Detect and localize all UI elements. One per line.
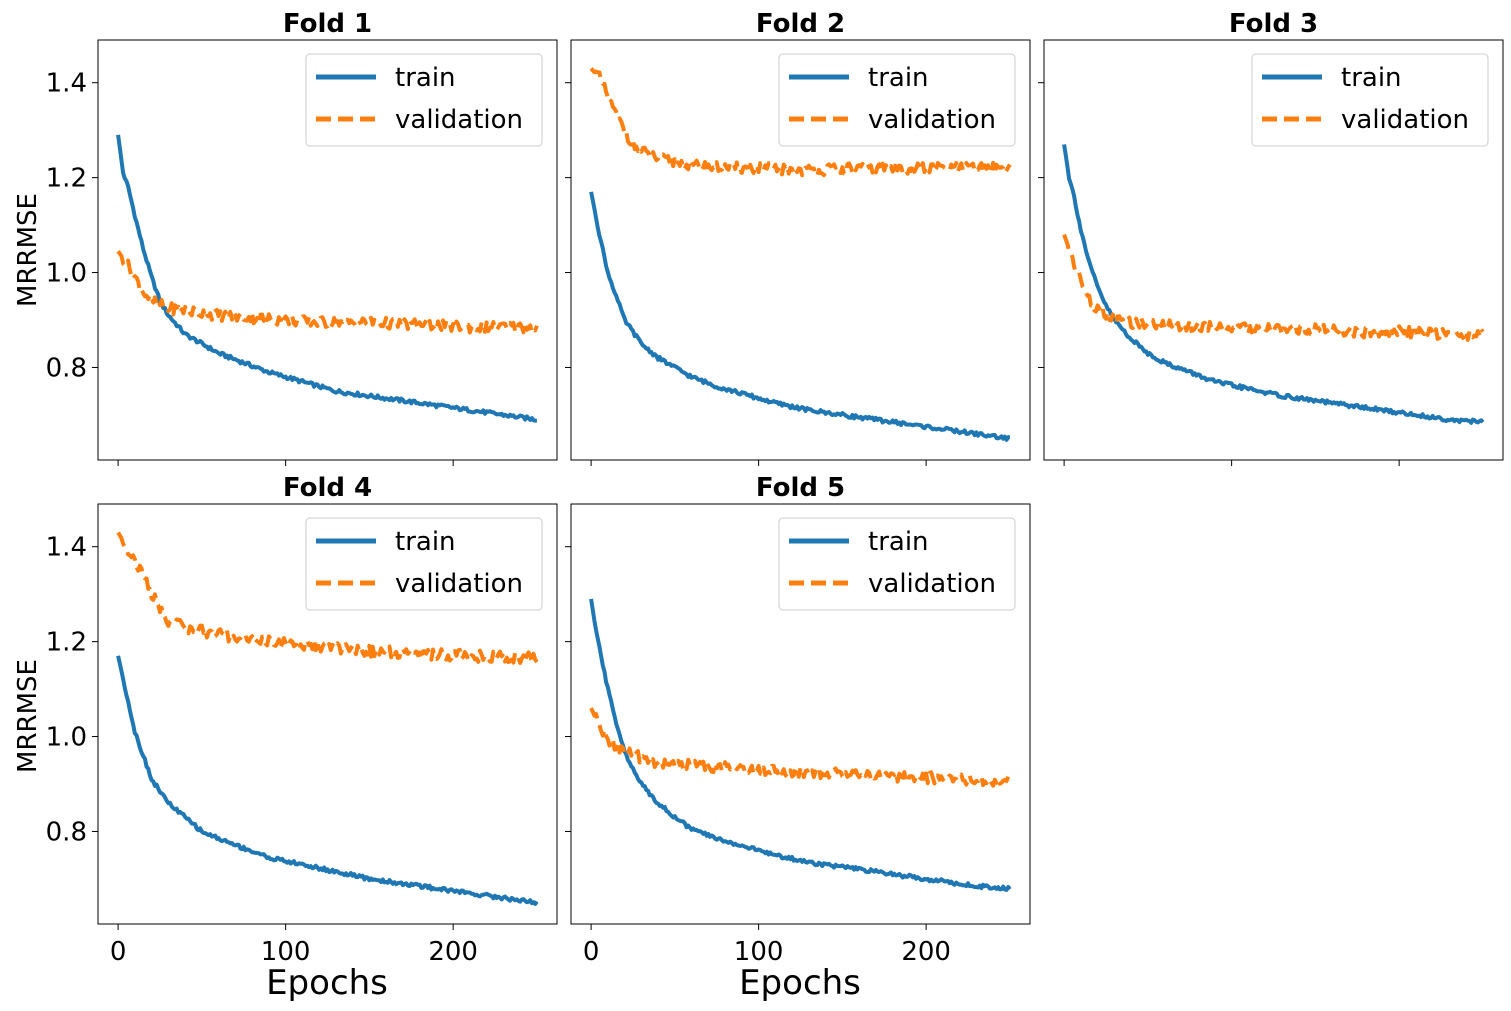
y-axis-label: MRRMSE: [13, 193, 43, 307]
legend-fold-1: train validation: [305, 53, 543, 147]
legend-label-validation: validation: [868, 105, 996, 135]
x-tick-label: 0: [583, 937, 600, 967]
x-tick-label: 0: [110, 937, 127, 967]
validation-line-fold-3: [1062, 233, 1485, 342]
x-axis-label: Epochs: [266, 963, 388, 1003]
train-line-fold-4: [116, 655, 539, 906]
axes-frame-fold-4: [97, 503, 558, 925]
validation-line-fold-4: [116, 531, 539, 666]
fold-panel-3: Fold 3 train validation: [1038, 9, 1504, 466]
panel-title: Fold 3: [1229, 9, 1318, 39]
axes-frame-fold-2: [570, 39, 1031, 461]
legend-fold-2: train validation: [778, 53, 1016, 147]
legend-fold-3: train validation: [1251, 53, 1489, 147]
legend-label-validation: validation: [395, 105, 523, 135]
y-axis-label: MRRMSE: [13, 659, 43, 773]
y-tick-label: 0.8: [46, 353, 87, 383]
train-line-fold-3: [1062, 144, 1485, 425]
x-tick-label: 100: [734, 937, 784, 967]
x-tick-label: 100: [261, 937, 311, 967]
axes-frame-fold-5: [570, 503, 1031, 925]
y-tick-label: 1.2: [46, 628, 87, 658]
legend-label-train: train: [868, 527, 929, 557]
panel-title: Fold 1: [283, 9, 372, 39]
y-tick-label: 1.4: [46, 69, 87, 99]
legend-label-validation: validation: [395, 569, 523, 599]
train-line-fold-1: [116, 134, 538, 423]
legend-fold-5: train validation: [778, 517, 1016, 611]
y-tick-label: 1.0: [46, 723, 87, 753]
fold-panel-1: 0.8 1.0 1.2 1.4 Fold 1 train validation: [46, 9, 558, 466]
fold-panel-5: 0 100 200 Fold 5 train validation: [565, 473, 1031, 967]
panel-title: Fold 5: [756, 473, 845, 503]
legend-label-train: train: [868, 63, 929, 93]
fold-panel-4: 0 100 200 0.8 1.0 1.2 1.4 Fold 4 train validation: [46, 473, 558, 967]
train-line-fold-5: [589, 598, 1012, 892]
fold-panel-2: Fold 2 train validation: [565, 9, 1031, 466]
x-axis-label: Epochs: [739, 963, 861, 1003]
axes-frame-fold-3: [1043, 39, 1504, 461]
legend-label-train: train: [395, 63, 456, 93]
legend-fold-4: train validation: [305, 517, 543, 611]
legend-label-train: train: [1341, 63, 1402, 93]
validation-line-fold-5: [589, 707, 1012, 788]
panel-title: Fold 4: [283, 473, 372, 503]
validation-line-fold-2: [589, 67, 1012, 178]
y-tick-label: 0.8: [46, 817, 87, 847]
y-tick-label: 1.4: [46, 533, 87, 563]
y-tick-label: 1.0: [46, 259, 87, 289]
x-tick-label: 200: [901, 937, 951, 967]
legend-label-validation: validation: [1341, 105, 1469, 135]
legend-label-validation: validation: [868, 569, 996, 599]
y-tick-label: 1.2: [46, 164, 87, 194]
axes-frame-fold-1: [97, 39, 558, 461]
validation-line-fold-1: [116, 250, 539, 335]
train-line-fold-2: [589, 191, 1011, 442]
legend-label-train: train: [395, 527, 456, 557]
panel-title: Fold 2: [756, 9, 845, 39]
x-tick-label: 200: [428, 937, 478, 967]
